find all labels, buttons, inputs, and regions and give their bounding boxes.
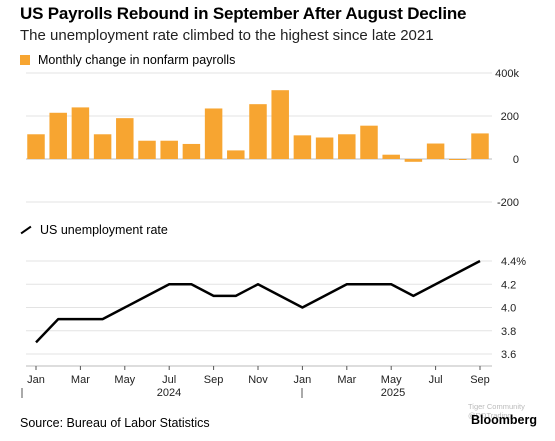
- payroll-bar: [449, 159, 467, 160]
- line-y-tick-label: 4.2: [501, 279, 516, 291]
- x-tick-label: Jul: [429, 374, 443, 386]
- payroll-bar: [27, 134, 45, 159]
- watermark-line-2: @DDTrading: [468, 411, 512, 420]
- source-note: Source: Bureau of Labor Statistics: [20, 416, 210, 430]
- payroll-bar: [404, 159, 423, 162]
- line-y-tick-label: 3.8: [501, 326, 516, 338]
- line-y-tick-label: 4.4%: [501, 256, 526, 268]
- payroll-bar: [116, 118, 134, 159]
- line-y-tick-label: 3.6: [501, 349, 516, 361]
- line-legend: US unemployment rate: [20, 223, 168, 237]
- payroll-bar: [426, 143, 445, 159]
- payroll-bar: [204, 108, 223, 159]
- payroll-bar: [182, 143, 201, 159]
- bar-y-tick-label: 0: [513, 154, 519, 166]
- payroll-bar: [138, 140, 156, 159]
- line-y-tick-label: 4.0: [501, 303, 516, 315]
- year-label: 2025: [381, 387, 405, 399]
- bar-legend: Monthly change in nonfarm payrolls: [20, 53, 235, 67]
- chart-subtitle: The unemployment rate climbed to the hig…: [20, 27, 434, 44]
- unemployment-line: [35, 259, 481, 344]
- payroll-bar: [360, 125, 378, 159]
- x-tick-label: Sep: [204, 374, 224, 386]
- bar-y-tick-label: 200: [501, 111, 519, 123]
- payroll-bar: [471, 133, 489, 159]
- payroll-bar: [382, 154, 400, 159]
- payroll-bar: [338, 134, 356, 159]
- payroll-bar: [293, 135, 312, 159]
- x-tick-label: Nov: [248, 374, 268, 386]
- payroll-bar: [49, 112, 67, 159]
- payroll-bar: [315, 137, 334, 159]
- bar-y-tick-label: 400k: [495, 68, 519, 80]
- x-tick-label: Mar: [337, 374, 356, 386]
- x-tick-label: Mar: [71, 374, 90, 386]
- x-tick-label: Jul: [162, 374, 176, 386]
- chart-title: US Payrolls Rebound in September After A…: [20, 4, 467, 23]
- payroll-bar: [71, 107, 90, 159]
- bar-y-tick-label: -200: [497, 197, 519, 209]
- payroll-bar: [271, 90, 289, 159]
- bloomberg-logo: Bloomberg: [471, 413, 537, 427]
- line-legend-label: US unemployment rate: [40, 223, 168, 237]
- bar-legend-swatch: [20, 55, 30, 65]
- x-tick-label: May: [114, 374, 135, 386]
- payroll-bar: [160, 140, 178, 159]
- payroll-bar: [227, 150, 245, 159]
- watermark-line-1: Tiger Community: [468, 402, 525, 411]
- x-tick-label: Jan: [294, 374, 312, 386]
- payroll-bar: [249, 104, 267, 159]
- x-tick-label: May: [381, 374, 402, 386]
- payroll-bar: [93, 134, 112, 159]
- watermark: Tiger Community @DDTrading: [468, 402, 525, 420]
- x-tick-label: Jan: [27, 374, 45, 386]
- bar-legend-label: Monthly change in nonfarm payrolls: [38, 53, 236, 67]
- x-tick-label: Sep: [470, 374, 490, 386]
- year-label: 2024: [157, 387, 181, 399]
